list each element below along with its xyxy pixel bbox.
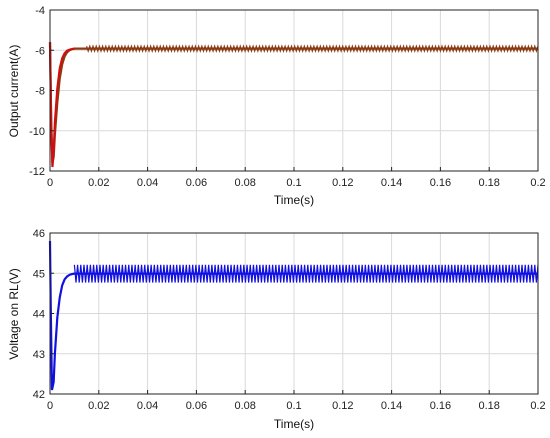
voltage-y-ticks: 42 43 44 45 46 (33, 228, 54, 401)
voltage-x-tick-label: 0.06 (186, 400, 207, 412)
current-y-tick-label: -6 (35, 45, 45, 57)
voltage-y-tick-label: 44 (33, 309, 45, 321)
voltage-y-tick-label: 42 (33, 389, 45, 401)
current-x-tick-label: 0.1 (286, 177, 301, 189)
voltage-x-tick-label: 0.16 (430, 400, 451, 412)
current-y-ticks: -12 -10 -8 -6 -4 (29, 5, 54, 178)
voltage-y-axis-label: Voltage on RL(V) (7, 268, 21, 359)
current-y-tick-label: -12 (29, 166, 45, 178)
current-x-tick-label: 0.14 (381, 177, 402, 189)
current-series (48, 42, 539, 168)
voltage-x-tick-label: 0.2 (530, 400, 545, 412)
current-grid (49, 9, 539, 172)
voltage-y-tick-label: 46 (33, 228, 45, 240)
current-y-tick-label: -10 (29, 126, 45, 138)
current-x-tick-label: 0.02 (88, 177, 109, 189)
current-x-tick-label: 0.08 (234, 177, 255, 189)
current-x-tick-label: 0.06 (186, 177, 207, 189)
voltage-x-tick-label: 0 (47, 400, 53, 412)
current-x-ticks: 0 0.02 0.04 0.06 0.08 0.1 0.12 0.14 0.16 0.18 0.2 (47, 167, 546, 189)
voltage-x-tick-label: 0.12 (332, 400, 353, 412)
current-x-tick-label: 0.04 (137, 177, 158, 189)
voltage-series (48, 241, 539, 391)
voltage-x-axis-label: Time(s) (274, 417, 314, 431)
voltage-x-tick-label: 0.18 (478, 400, 499, 412)
current-x-tick-label: 0.18 (478, 177, 499, 189)
current-series-1-line (48, 42, 75, 168)
current-y-tick-label: -8 (35, 86, 45, 98)
voltage-series-0-ripple (73, 264, 539, 283)
current-x-tick-label: 0.2 (530, 177, 545, 189)
voltage-x-tick-label: 0.04 (137, 400, 158, 412)
voltage-chart: 0 0.02 0.04 0.06 0.08 0.1 0.12 0.14 0.16 0.18 0.2 … (7, 228, 546, 431)
voltage-x-tick-label: 0.02 (88, 400, 109, 412)
current-series-0-ripple (86, 44, 539, 53)
voltage-x-tick-label: 0.14 (381, 400, 402, 412)
voltage-y-tick-label: 43 (33, 349, 45, 361)
current-x-tick-label: 0.12 (332, 177, 353, 189)
voltage-x-tick-label: 0.1 (286, 400, 301, 412)
voltage-y-tick-label: 45 (33, 268, 45, 280)
voltage-series-0-line (48, 241, 538, 391)
current-x-axis-label: Time(s) (274, 193, 314, 207)
voltage-grid (49, 232, 539, 395)
current-x-tick-label: 0.16 (430, 177, 451, 189)
voltage-x-ticks: 0 0.02 0.04 0.06 0.08 0.1 0.12 0.14 0.16 0.18 0.2 (47, 390, 546, 412)
voltage-x-tick-label: 0.08 (234, 400, 255, 412)
current-x-tick-label: 0 (47, 177, 53, 189)
current-chart: 0 0.02 0.04 0.06 0.08 0.1 0.12 0.14 0.16 0.18 0.2 … (7, 5, 546, 207)
current-y-tick-label: -4 (35, 5, 45, 17)
current-y-axis-label: Output current(A) (7, 45, 21, 138)
